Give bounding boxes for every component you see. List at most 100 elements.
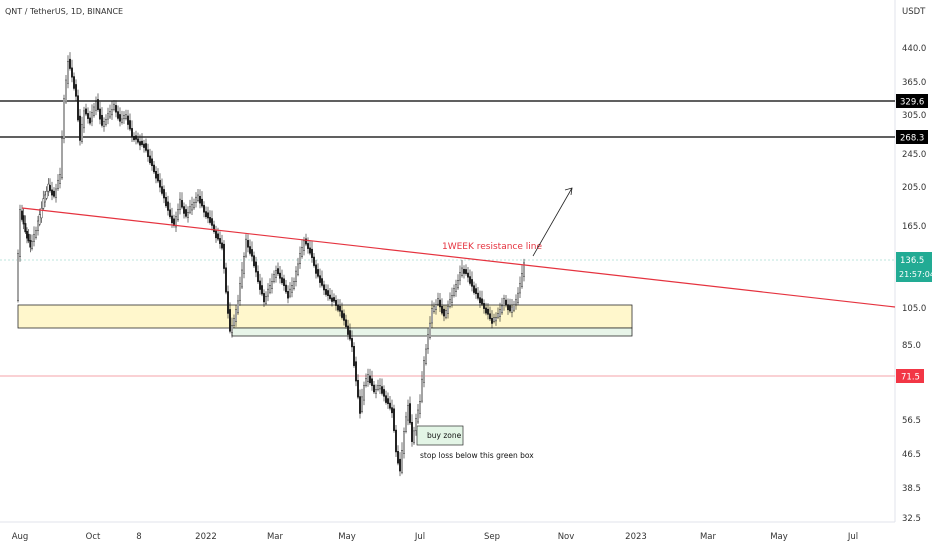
candle-body-13: [40, 208, 43, 219]
price-tick-4: 205.0: [902, 183, 926, 193]
candle-body-137: [287, 291, 290, 299]
candle-body-33: [78, 115, 81, 141]
badge-current-price-text: 136.5: [900, 256, 924, 266]
badge-current-price[interactable]: 136.5 21:57:04: [896, 252, 932, 282]
candle-body-155: [323, 284, 326, 291]
candle-body-201: [415, 418, 418, 431]
candle-body-122: [257, 271, 260, 282]
candle-body-195: [403, 431, 406, 454]
candle-body-203: [419, 401, 422, 414]
candle-body-112: [236, 300, 239, 314]
candle-body-123: [259, 280, 262, 290]
candle-body-38: [88, 117, 91, 124]
candle-body-183: [379, 385, 382, 390]
candle-body-233: [479, 297, 482, 304]
candle-body-162: [337, 304, 340, 311]
candle-body-45: [102, 121, 105, 127]
candle-body-119: [250, 249, 253, 257]
candle-body-241: [495, 317, 498, 322]
candle-body-16: [45, 190, 48, 199]
candle-body-204: [421, 378, 424, 402]
time-tick-1: Oct: [86, 532, 101, 542]
candle-body-110: [232, 318, 235, 326]
candle-body-208: [429, 322, 432, 338]
projection-arrow[interactable]: [532, 187, 573, 257]
candle-body-133: [279, 272, 282, 279]
candle-body-109: [230, 325, 233, 333]
candle-body-128: [269, 285, 272, 293]
candle-body-89: [190, 204, 193, 211]
candle-body-76: [164, 197, 167, 207]
candle-body-157: [327, 290, 330, 297]
candle-body-106: [224, 267, 227, 293]
candle-body-217: [447, 306, 450, 314]
candle-body-0: [17, 253, 20, 301]
candle-body-193: [399, 458, 402, 472]
candle-body-185: [383, 389, 386, 397]
candle-body-10: [35, 230, 38, 238]
candle-body-90: [192, 202, 195, 209]
candle-body-51: [114, 105, 117, 113]
candle-body-198: [409, 403, 412, 424]
candle-body-138: [289, 288, 292, 297]
candle-body-67: [146, 149, 149, 157]
candle-body-180: [373, 384, 376, 393]
candle-body-181: [375, 389, 378, 394]
candle-body-28: [68, 58, 71, 69]
time-tick-4: Mar: [267, 532, 284, 542]
candle-body-88: [188, 206, 191, 213]
candle-body-5: [26, 230, 29, 239]
candle-body-210: [433, 306, 436, 312]
candle-body-245: [503, 298, 506, 306]
candle-body-235: [483, 303, 486, 309]
candle-body-115: [242, 256, 245, 274]
candle-body-78: [168, 209, 171, 217]
candle-body-49: [110, 109, 113, 116]
candle-body-56: [124, 114, 127, 119]
weekly-resistance-trendline[interactable]: [21, 207, 896, 308]
candle-body-43: [98, 108, 101, 120]
candle-body-1: [19, 209, 22, 257]
buy-zone-box[interactable]: [416, 425, 464, 446]
candle-body-61: [134, 135, 137, 140]
candle-body-234: [481, 298, 484, 305]
candle-body-81: [174, 216, 177, 228]
badge-268[interactable]: 268.3: [896, 130, 928, 144]
candle-body-69: [150, 158, 153, 167]
candle-body-194: [401, 450, 404, 473]
candle-body-209: [431, 308, 434, 324]
candle-body-46: [104, 119, 107, 125]
time-tick-5: May: [338, 532, 356, 542]
time-axis-ticks[interactable]: Aug Oct 8 2022 Mar May Jul Sep Nov 2023 Mar May Jul: [12, 532, 858, 542]
candle-body-222: [457, 280, 460, 289]
candle-body-184: [381, 386, 384, 394]
demand-zone-box[interactable]: [17, 304, 633, 329]
price-tick-11: 32.5: [902, 514, 921, 524]
time-tick-11: May: [770, 532, 788, 542]
candle-body-170: [353, 346, 356, 366]
badge-71[interactable]: 71.5: [896, 369, 924, 383]
resistance-label: 1WEEK resistance line: [442, 242, 542, 252]
candle-body-124: [261, 285, 264, 295]
candle-body-83: [178, 198, 181, 210]
candle-body-230: [473, 285, 476, 293]
candle-body-64: [140, 140, 143, 145]
badge-329[interactable]: 329.6: [896, 94, 928, 108]
candle-body-192: [397, 451, 400, 464]
candle-body-167: [347, 325, 350, 335]
candle-body-212: [437, 298, 440, 305]
candle-body-247: [507, 304, 510, 311]
candle-body-214: [441, 306, 444, 314]
candle-body-165: [343, 313, 346, 321]
candle-body-188: [389, 402, 392, 409]
candle-body-144: [301, 246, 304, 257]
candle-body-39: [90, 112, 93, 122]
candle-body-84: [180, 200, 183, 208]
candle-body-22: [57, 179, 60, 190]
price-axis-ticks[interactable]: 440.0 365.0 305.0 245.0 205.0 165.0 105.0 85.0 5…: [902, 44, 926, 524]
time-tick-7: Sep: [484, 532, 500, 542]
candle-body-221: [455, 284, 458, 292]
candle-body-142: [297, 263, 300, 275]
candle-body-223: [459, 272, 462, 281]
